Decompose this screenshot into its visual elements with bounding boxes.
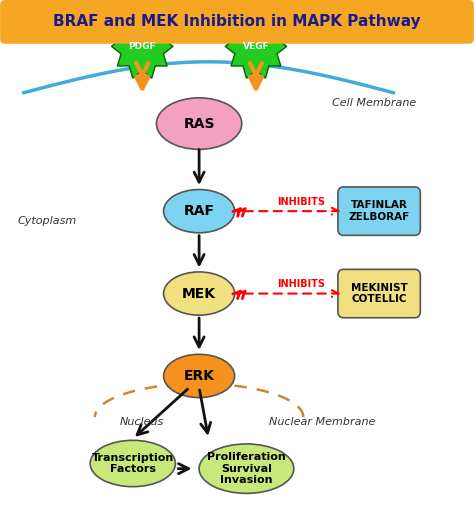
Text: INHIBITS: INHIBITS — [277, 197, 325, 207]
Ellipse shape — [164, 272, 235, 315]
Text: BRAF and MEK Inhibition in MAPK Pathway: BRAF and MEK Inhibition in MAPK Pathway — [53, 14, 421, 29]
FancyBboxPatch shape — [338, 269, 420, 318]
Text: MEKINIST
COTELLIC: MEKINIST COTELLIC — [351, 283, 408, 304]
Polygon shape — [111, 14, 173, 78]
Text: Transcription
Factors: Transcription Factors — [91, 453, 174, 474]
Ellipse shape — [164, 354, 235, 398]
Text: Cell Membrane: Cell Membrane — [332, 98, 417, 108]
Text: TAFINLAR
ZELBORAF: TAFINLAR ZELBORAF — [348, 200, 410, 222]
Ellipse shape — [164, 190, 235, 233]
Text: PDGF: PDGF — [128, 42, 156, 51]
Polygon shape — [225, 14, 287, 78]
Ellipse shape — [90, 440, 175, 487]
Text: ERK: ERK — [183, 369, 215, 383]
Text: RAF: RAF — [183, 204, 215, 218]
Text: Nuclear Membrane: Nuclear Membrane — [269, 417, 375, 427]
FancyBboxPatch shape — [0, 0, 474, 44]
Text: Proliferation
Survival
Invasion: Proliferation Survival Invasion — [207, 452, 286, 485]
Text: VEGF: VEGF — [243, 42, 269, 51]
Ellipse shape — [199, 444, 294, 493]
FancyBboxPatch shape — [338, 187, 420, 235]
Text: Cytoplasm: Cytoplasm — [18, 216, 77, 227]
Ellipse shape — [156, 98, 242, 149]
Text: Nucleus: Nucleus — [120, 417, 164, 427]
Text: RAS: RAS — [183, 116, 215, 131]
Text: INHIBITS: INHIBITS — [277, 280, 325, 289]
Text: MEK: MEK — [182, 286, 216, 301]
